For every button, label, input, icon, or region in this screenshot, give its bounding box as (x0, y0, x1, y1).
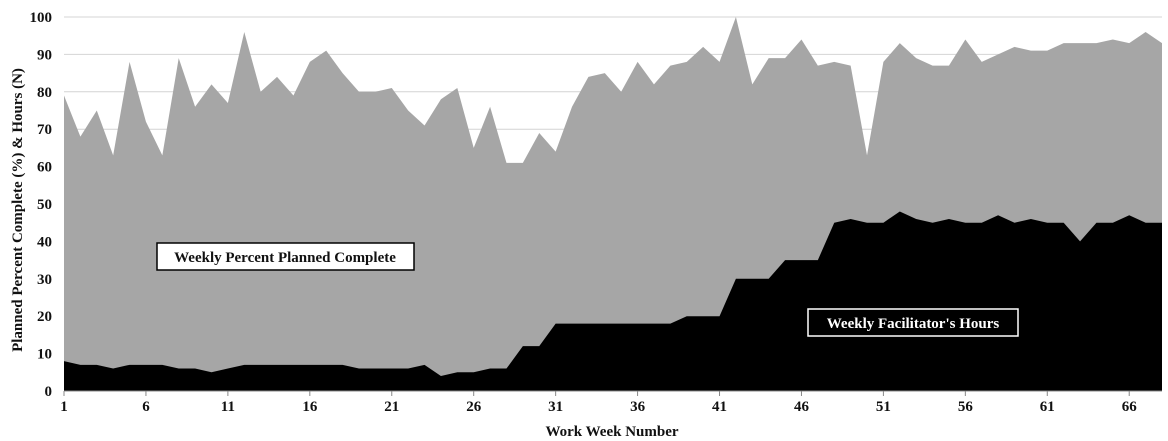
x-tick-label: 16 (302, 399, 318, 415)
x-tick-label: 66 (1122, 399, 1138, 415)
x-tick-label: 11 (221, 399, 235, 415)
axes (63, 390, 1162, 396)
x-tick-label: 41 (712, 399, 727, 415)
x-tick-label: 51 (876, 399, 891, 415)
annotation-percent-planned-text: Weekly Percent Planned Complete (174, 250, 396, 266)
x-tick-label: 21 (384, 399, 399, 415)
annotation-facilitator-hours-text: Weekly Facilitator's Hours (827, 316, 1000, 332)
y-tick-label: 40 (37, 234, 52, 250)
x-tick-label: 1 (60, 399, 68, 415)
x-tick-label: 56 (958, 399, 974, 415)
x-tick-label: 26 (466, 399, 482, 415)
x-tick-label: 31 (548, 399, 563, 415)
y-tick-label: 100 (30, 10, 53, 26)
x-tick-labels: 1 6 11 16 21 26 31 36 41 46 51 56 61 66 (60, 399, 1137, 415)
annotation-facilitator-hours-box (807, 308, 1019, 337)
annotation-facilitator-hours: Weekly Facilitator's Hours (807, 308, 1019, 337)
y-tick-label: 70 (37, 122, 52, 138)
y-tick-label: 60 (37, 160, 52, 176)
y-tick-label: 0 (45, 384, 53, 400)
area-series-weekly-facilitator-s-hours (64, 211, 1162, 391)
y-tick-label: 20 (37, 309, 52, 325)
annotation-percent-planned-box (156, 242, 415, 271)
x-tick-label: 6 (142, 399, 150, 415)
y-tick-label: 50 (37, 197, 52, 213)
chart-areas (64, 17, 1162, 391)
x-tick-label: 46 (794, 399, 810, 415)
y-tick-label: 10 (37, 347, 52, 363)
y-tick-label: 30 (37, 272, 52, 288)
x-tick-label: 61 (1040, 399, 1055, 415)
x-axis-title: Work Week Number (545, 424, 678, 440)
x-tick-label: 36 (630, 399, 646, 415)
y-tick-labels: 0 10 20 30 40 50 60 70 80 90 100 (30, 10, 53, 400)
y-tick-label: 90 (37, 47, 52, 63)
y-axis-title: Planned Percent Complete (%) & Hours (N) (10, 68, 26, 352)
y-tick-label: 80 (37, 85, 52, 101)
annotation-percent-planned: Weekly Percent Planned Complete (156, 242, 415, 271)
